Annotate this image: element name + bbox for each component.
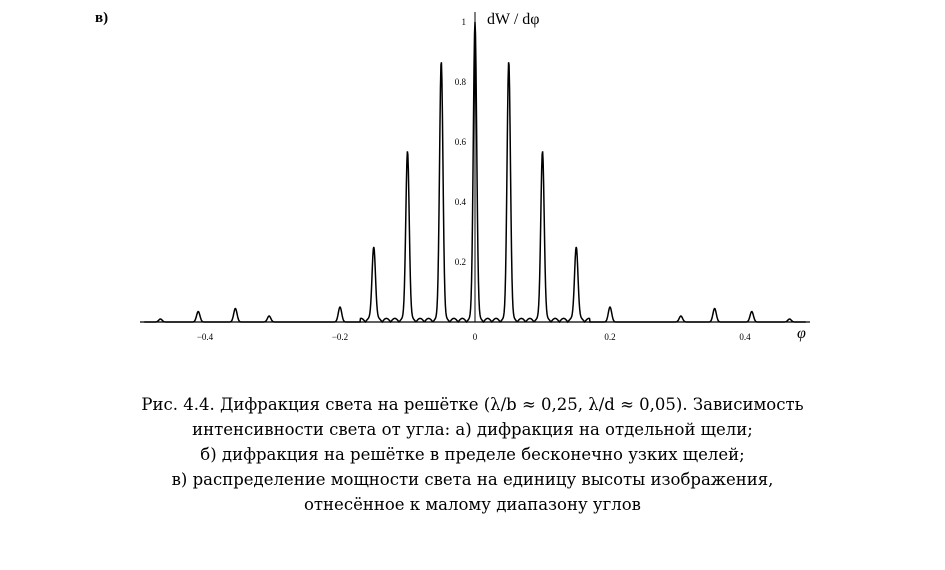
x-tick-label: 0.2	[604, 332, 615, 342]
diffraction-chart: −0.4 −0.2 0 0.2 0.4 0.2 0.4 0.6 0.8 1 dW / dφ φ	[140, 11, 810, 342]
x-tick-label: 0.4	[739, 332, 751, 342]
y-axis-label: dW / dφ	[487, 11, 540, 28]
caption-line-2: интенсивности света от угла: а) дифракци…	[192, 420, 753, 439]
y-tick-label: 0.6	[455, 137, 467, 147]
y-tick-label: 0.4	[455, 197, 467, 207]
panel-label: в)	[95, 10, 109, 26]
caption-line-1: Рис. 4.4. Дифракция света на решётке (λ/…	[141, 395, 804, 414]
y-tick-label: 1	[462, 17, 467, 27]
x-axis-label: φ	[797, 325, 806, 342]
caption-line-3: б) дифракция на решётке в пределе бескон…	[200, 445, 745, 464]
figure-caption: Рис. 4.4. Дифракция света на решётке (λ/…	[0, 392, 945, 517]
x-tick-label: 0	[473, 332, 478, 342]
y-tick-label: 0.2	[455, 257, 466, 267]
caption-line-5: отнесённое к малому диапазону углов	[304, 495, 641, 514]
y-tick-label: 0.8	[455, 77, 467, 87]
tick-layer: −0.4 −0.2 0 0.2 0.4 0.2 0.4 0.6 0.8 1	[197, 17, 751, 342]
caption-line-4: в) распределение мощности света на едини…	[171, 470, 774, 489]
x-tick-label: −0.4	[197, 332, 214, 342]
x-tick-label: −0.2	[332, 332, 348, 342]
